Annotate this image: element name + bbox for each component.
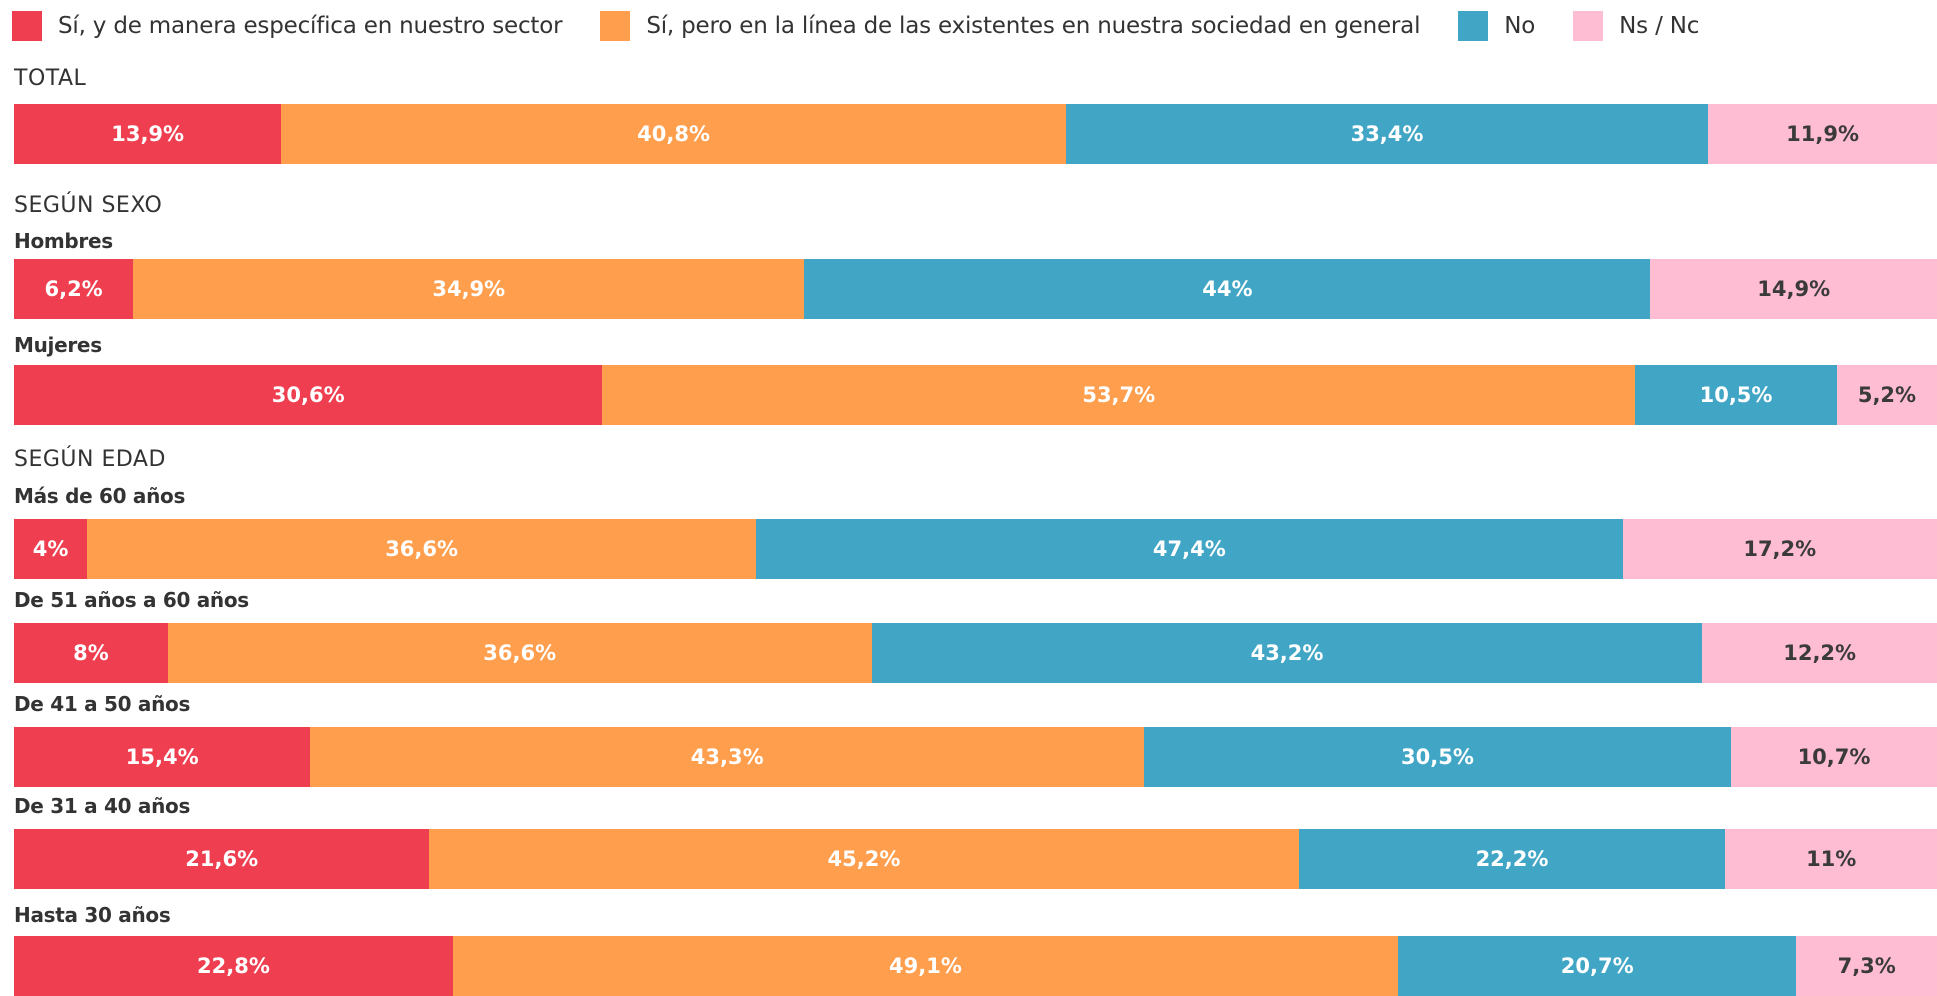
data-label: 5,2% (1857, 383, 1917, 407)
data-label: 13,9% (111, 122, 185, 146)
legend-swatch (1458, 11, 1489, 41)
bar-segment-si-especifica: 22,8% (14, 936, 453, 996)
stacked-bar: 15,4% 43,3% 30,5% 10,7% (14, 727, 1937, 787)
legend-item-si-general: Sí, pero en la línea de las existentes e… (600, 11, 1420, 41)
bar-segment-ns-nc: 11,9% (1708, 104, 1937, 164)
data-label: 21,6% (185, 847, 259, 871)
row-label: Hasta 30 años (14, 903, 171, 927)
row-label: Hombres (14, 229, 113, 253)
bar-segment-si-especifica: 6,2% (14, 259, 134, 319)
bar-segment-ns-nc: 5,2% (1836, 365, 1937, 425)
chart-legend: Sí, y de manera específica en nuestro se… (12, 10, 1737, 42)
data-label: 34,9% (432, 277, 506, 301)
data-label: 45,2% (827, 847, 901, 871)
bar-segment-si-general: 34,9% (133, 259, 805, 319)
data-label: 11% (1806, 847, 1857, 871)
bar-segment-no: 44% (804, 259, 1651, 319)
data-label: 43,3% (690, 745, 764, 769)
data-label: 22,8% (197, 954, 270, 978)
bar-segment-ns-nc: 14,9% (1650, 259, 1937, 319)
legend-label: No (1504, 13, 1536, 39)
section-title: SEGÚN EDAD (14, 447, 166, 472)
data-label: 43,2% (1250, 641, 1324, 665)
bar-segment-no: 33,4% (1065, 104, 1709, 164)
section-title: TOTAL (14, 66, 87, 91)
legend-swatch (600, 11, 631, 41)
data-label: 44% (1202, 277, 1253, 301)
row-label: De 51 años a 60 años (14, 588, 249, 612)
data-label: 36,6% (483, 641, 557, 665)
data-label: 15,4% (125, 745, 199, 769)
bar-segment-si-especifica: 8% (14, 623, 168, 683)
data-label: 8% (73, 641, 109, 665)
stacked-bar: 6,2% 34,9% 44% 14,9% (14, 259, 1937, 319)
data-label: 40,8% (637, 122, 711, 146)
bar-segment-ns-nc: 7,3% (1796, 936, 1937, 996)
bar-segment-si-especifica: 13,9% (14, 104, 282, 164)
row-label: De 31 a 40 años (14, 794, 191, 818)
data-label: 53,7% (1082, 383, 1156, 407)
bar-segment-si-especifica: 4% (14, 519, 88, 579)
bar-segment-si-general: 53,7% (602, 365, 1636, 425)
data-label: 30,5% (1401, 745, 1474, 769)
data-label: 22,2% (1475, 847, 1549, 871)
bar-segment-si-general: 49,1% (452, 936, 1398, 996)
data-label: 36,6% (385, 537, 459, 561)
bar-segment-no: 22,2% (1298, 829, 1726, 889)
legend-label: Sí, y de manera específica en nuestro se… (58, 13, 563, 39)
stacked-bar: 30,6% 53,7% 10,5% 5,2% (14, 365, 1937, 425)
stacked-bar: 13,9% 40,8% 33,4% 11,9% (14, 104, 1937, 164)
data-label: 12,2% (1783, 641, 1857, 665)
legend-swatch (12, 11, 42, 41)
bar-segment-no: 30,5% (1143, 727, 1732, 787)
data-label: 10,7% (1797, 745, 1871, 769)
data-label: 30,6% (271, 383, 345, 407)
data-label: 20,7% (1560, 954, 1634, 978)
data-label: 47,4% (1152, 537, 1226, 561)
legend-label: Sí, pero en la línea de las existentes e… (646, 13, 1421, 39)
legend-item-ns-nc: Ns / Nc (1573, 11, 1699, 41)
data-label: 6,2% (44, 277, 103, 301)
bar-segment-si-especifica: 30,6% (14, 365, 603, 425)
legend-label: Ns / Nc (1619, 13, 1700, 39)
bar-segment-si-especifica: 21,6% (14, 829, 430, 889)
legend-item-si-especifica: Sí, y de manera específica en nuestro se… (12, 11, 563, 41)
bar-segment-si-especifica: 15,4% (14, 727, 311, 787)
bar-segment-no: 47,4% (756, 519, 1623, 579)
row-label: Mujeres (14, 333, 102, 357)
stacked-bar: 8% 36,6% 43,2% 12,2% (14, 623, 1937, 683)
legend-item-no: No (1458, 11, 1535, 41)
row-label: Más de 60 años (14, 484, 186, 508)
data-label: 17,2% (1743, 537, 1817, 561)
bar-segment-si-general: 45,2% (429, 829, 1299, 889)
bar-segment-no: 43,2% (871, 623, 1703, 683)
data-label: 33,4% (1350, 122, 1424, 146)
bar-segment-no: 10,5% (1635, 365, 1837, 425)
bar-segment-si-general: 36,6% (87, 519, 757, 579)
bar-segment-si-general: 36,6% (167, 623, 872, 683)
bar-segment-si-general: 43,3% (310, 727, 1144, 787)
stacked-bar: 4% 36,6% 47,4% 17,2% (14, 519, 1937, 579)
section-title: SEGÚN SEXO (14, 193, 163, 218)
bar-segment-no: 20,7% (1398, 936, 1797, 996)
bar-segment-ns-nc: 17,2% (1622, 519, 1937, 579)
data-label: 7,3% (1837, 954, 1896, 978)
data-label: 4% (32, 537, 69, 561)
bar-segment-ns-nc: 11% (1725, 829, 1937, 889)
bar-segment-ns-nc: 12,2% (1702, 623, 1937, 683)
bar-segment-si-general: 40,8% (281, 104, 1066, 164)
data-label: 14,9% (1757, 277, 1831, 301)
stacked-bar: 21,6% 45,2% 22,2% 11% (14, 829, 1937, 889)
legend-swatch (1573, 11, 1604, 41)
bar-segment-ns-nc: 10,7% (1731, 727, 1937, 787)
stacked-bar: 22,8% 49,1% 20,7% 7,3% (14, 936, 1937, 996)
row-label: De 41 a 50 años (14, 692, 191, 716)
data-label: 11,9% (1786, 122, 1859, 146)
data-label: 49,1% (889, 954, 962, 978)
data-label: 10,5% (1699, 383, 1773, 407)
